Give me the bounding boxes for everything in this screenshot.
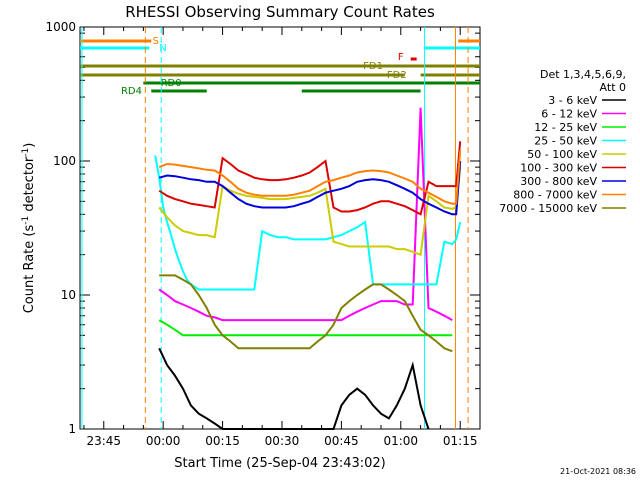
x-tick-label-2: 00:15: [205, 434, 240, 448]
y-tick-label-1: 10: [61, 288, 76, 302]
flag-label-n: N: [159, 43, 166, 54]
legend-header-line2: Att 0: [600, 81, 626, 94]
x-tick-label-6: 01:15: [443, 434, 478, 448]
series-line-4: [158, 167, 462, 257]
series-line-3: [154, 155, 462, 291]
y-tick-label-0: 1: [68, 422, 76, 436]
legend-label-7: 800 - 7000 keV: [513, 189, 597, 202]
flag-label-s: S: [152, 36, 158, 47]
legend-label-1: 6 - 12 keV: [541, 108, 597, 121]
x-tick-label-0: 23:45: [86, 434, 121, 448]
legend-label-5: 100 - 300 keV: [520, 162, 597, 175]
timestamp-footer: 21-Oct-2021 08:36: [560, 467, 636, 476]
series-line-6: [158, 160, 462, 216]
series-line-0: [158, 347, 430, 430]
series-line-1: [158, 107, 453, 322]
y-tick-label-3: 1000: [45, 20, 76, 34]
x-tick-label-1: 00:00: [146, 434, 181, 448]
series-lines: [154, 107, 462, 430]
flag-label-rd4: RD4: [121, 86, 142, 97]
x-axis-title: Start Time (25-Sep-04 23:43:02): [174, 456, 385, 471]
series-line-5: [158, 141, 462, 216]
legend-header-line1: Det 1,3,4,5,6,9,: [540, 68, 626, 81]
chart-title: RHESSI Observing Summary Count Rates: [125, 3, 435, 21]
series-line-7: [158, 150, 462, 205]
flag-label-f: F: [398, 52, 404, 63]
axis-ticks: 23:45 00:00 00:15 00:30 00:45 01:00 01:15 1 10 10…: [45, 20, 481, 448]
flag-label-rd0: RD0: [161, 78, 182, 89]
legend-label-3: 25 - 50 keV: [534, 135, 597, 148]
x-tick-label-3: 00:30: [265, 434, 300, 448]
series-line-8: [159, 274, 453, 353]
x-tick-label-5: 01:00: [383, 434, 418, 448]
y-tick-label-2: 100: [53, 154, 76, 168]
legend-label-2: 12 - 25 keV: [534, 121, 597, 134]
x-tick-label-4: 00:45: [324, 434, 359, 448]
legend-label-4: 50 - 100 keV: [527, 148, 597, 161]
state-flags: SN F FD1 FD2 RD0 RD4: [80, 27, 480, 429]
flag-label-fd1: FD1: [363, 61, 383, 72]
legend-label-6: 300 - 800 keV: [520, 175, 597, 188]
legend-label-8: 7000 - 15000 keV: [499, 202, 597, 215]
series-line-2: [158, 319, 453, 337]
y-axis-title: Count Rate (s-1 detector-1): [21, 143, 37, 314]
legend-label-0: 3 - 6 keV: [548, 94, 597, 107]
flag-label-fd2: FD2: [387, 70, 407, 81]
